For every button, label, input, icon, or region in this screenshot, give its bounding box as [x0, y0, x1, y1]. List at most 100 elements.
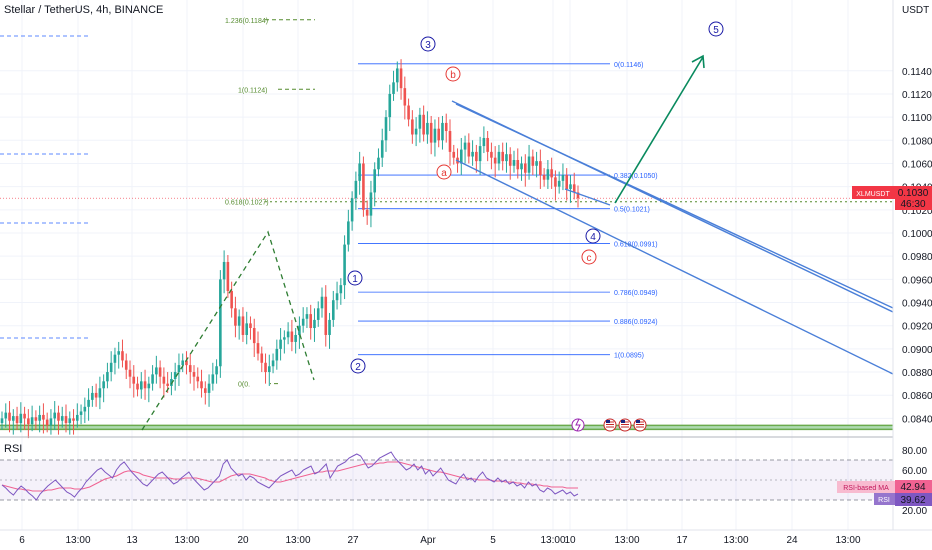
candle-body: [124, 360, 128, 370]
candle-body: [256, 343, 260, 354]
us-flag-icon: [621, 420, 625, 423]
candle-body: [508, 154, 512, 166]
x-tick-label: 27: [347, 535, 359, 546]
fib-ret-label: 0.786(0.0949): [614, 290, 658, 297]
candle-body: [98, 388, 102, 398]
candle-body: [490, 151, 493, 158]
candle-body: [561, 175, 565, 181]
rsi-pane[interactable]: [0, 451, 893, 501]
x-tick-label: 17: [676, 535, 688, 546]
grid-horizontal: [0, 70, 893, 419]
x-tick-label: 6: [19, 535, 25, 546]
candle-body: [316, 308, 320, 320]
x-tick-label: 10: [564, 535, 576, 546]
candle-body: [192, 372, 196, 377]
candle-body: [448, 131, 452, 152]
candle-body: [267, 366, 271, 373]
candle-body: [241, 316, 245, 335]
candle-body: [203, 388, 207, 393]
candle-body: [91, 392, 94, 400]
candle-body: [60, 416, 64, 421]
wave-label-text: 4: [590, 232, 596, 243]
candle-body: [388, 93, 392, 118]
candle-body: [572, 184, 576, 193]
candle-body: [237, 316, 241, 326]
candle-body: [309, 314, 313, 329]
candle-body: [535, 161, 538, 166]
candle-body: [482, 137, 486, 147]
fib-ret-label: 0.886(0.0924): [614, 319, 658, 326]
wave-label-text: 1: [352, 274, 358, 285]
candle-body: [463, 142, 467, 150]
price-pane[interactable]: 1.236(0.1184)1(0.1124)0.618(0.1027)0(0. …: [0, 0, 932, 530]
x-tick-label: 13:00: [614, 535, 639, 546]
candle-body: [79, 411, 83, 415]
wave-label-circle: [585, 228, 601, 244]
y-tick-label: 0.0900: [902, 345, 932, 356]
x-tick-label: 13:00: [65, 535, 90, 546]
candle-body: [380, 140, 384, 158]
price-axis[interactable]: 0.11400.11200.11000.10800.10600.10400.10…: [892, 0, 932, 530]
fib-ext-label: 0.618(0.1027): [225, 200, 269, 207]
chart-title: Stellar / TetherUS, 4h, BINANCE: [4, 4, 163, 16]
x-tick-label: 13:00: [540, 535, 565, 546]
candle-body: [313, 319, 316, 329]
wave-label-circle: [347, 270, 363, 286]
projection-arrow-line: [614, 56, 704, 204]
candle-body: [275, 348, 279, 361]
candle-body: [75, 414, 79, 421]
candle-body: [478, 146, 482, 162]
candle-body: [226, 261, 230, 291]
candle-body: [433, 128, 437, 143]
countdown-text: 46:30: [900, 199, 925, 210]
candle-body: [411, 119, 414, 135]
candle-body: [399, 68, 403, 89]
candle-body: [64, 416, 68, 424]
candle-body: [188, 365, 192, 373]
candle-body: [539, 161, 542, 176]
candle-body: [170, 379, 173, 386]
candle-body: [143, 381, 147, 389]
candle-body: [523, 163, 527, 173]
candle-body: [185, 360, 188, 366]
candle-body: [15, 416, 19, 424]
candle-body: [501, 151, 505, 162]
candle-body: [290, 331, 294, 342]
wave-label-circle: [420, 36, 436, 52]
y-tick-label: 0.1100: [902, 113, 932, 124]
y-tick-label: 0.0960: [902, 275, 932, 286]
candle-body: [350, 198, 354, 222]
rsi-ma-tag: RSI-based MA 42.94: [837, 480, 932, 493]
candle-body: [121, 351, 124, 361]
current-price-tag: XLMUSDT 0.1030 46:30: [852, 186, 932, 210]
candle-body: [437, 128, 441, 141]
rsi-ma-value-box: [895, 480, 932, 493]
candle-body: [493, 157, 497, 164]
price-tag-text: 0.1030: [898, 188, 929, 199]
fib-ext-label: 1.236(0.1184): [225, 18, 268, 25]
candle-body: [335, 293, 339, 301]
y-tick-label: 0.1000: [902, 229, 932, 240]
candle-body: [109, 362, 113, 373]
wave-label-circle: [581, 249, 597, 265]
rsi-tick-label: 80.00: [902, 446, 927, 457]
candle-body: [166, 383, 169, 386]
rsi-value-tag: RSI 39.62: [874, 493, 932, 506]
wave-label-text: a: [441, 168, 447, 179]
fib-ret-label: 0(0.1146): [614, 62, 643, 69]
candle-body: [384, 117, 388, 141]
candle-body: [30, 417, 34, 425]
support-zone: [0, 424, 893, 431]
lightning-icon: [575, 418, 581, 432]
y-tick-label: 0.0980: [902, 252, 932, 263]
candle-body: [279, 339, 282, 349]
candle-body: [158, 367, 162, 377]
candle-body: [305, 314, 309, 319]
candle-body: [139, 381, 143, 390]
wave-dashed-path: [141, 230, 315, 431]
candle-body: [245, 323, 249, 335]
rsi-ma-line: [1, 461, 578, 492]
candle-body: [369, 192, 373, 216]
